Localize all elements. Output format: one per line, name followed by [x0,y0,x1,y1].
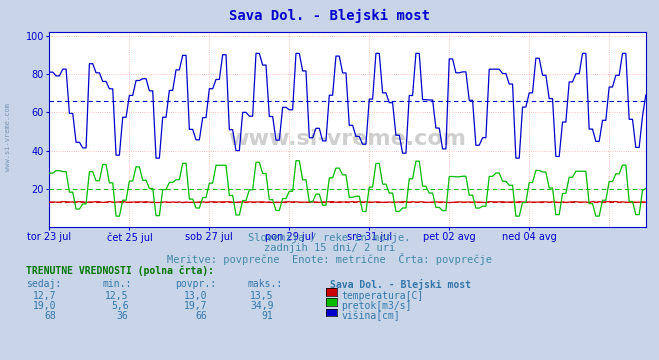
Text: Sava Dol. - Blejski most: Sava Dol. - Blejski most [229,9,430,23]
Text: temperatura[C]: temperatura[C] [341,291,424,301]
Text: višina[cm]: višina[cm] [341,311,400,321]
Text: 13,0: 13,0 [184,291,208,301]
Text: www.si-vreme.com: www.si-vreme.com [5,103,11,171]
Text: Meritve: povprečne  Enote: metrične  Črta: povprečje: Meritve: povprečne Enote: metrične Črta:… [167,253,492,265]
Text: Sava Dol. - Blejski most: Sava Dol. - Blejski most [330,279,471,290]
Text: 68: 68 [44,311,56,321]
Text: min.:: min.: [102,279,132,289]
Text: 34,9: 34,9 [250,301,273,311]
Text: 12,7: 12,7 [32,291,56,301]
Text: zadnjih 15 dni/ 2 uri: zadnjih 15 dni/ 2 uri [264,243,395,253]
Text: 36: 36 [117,311,129,321]
Text: pretok[m3/s]: pretok[m3/s] [341,301,412,311]
Text: povpr.:: povpr.: [175,279,215,289]
Text: 5,6: 5,6 [111,301,129,311]
Text: TRENUTNE VREDNOSTI (polna črta):: TRENUTNE VREDNOSTI (polna črta): [26,266,214,276]
Text: 19,7: 19,7 [184,301,208,311]
Text: 19,0: 19,0 [32,301,56,311]
Text: www.si-vreme.com: www.si-vreme.com [229,129,467,149]
Text: 13,5: 13,5 [250,291,273,301]
Text: 91: 91 [262,311,273,321]
Text: 12,5: 12,5 [105,291,129,301]
Text: 66: 66 [196,311,208,321]
Text: maks.:: maks.: [247,279,282,289]
Text: Slovenija / reke in morje.: Slovenija / reke in morje. [248,233,411,243]
Text: sedaj:: sedaj: [26,279,61,289]
